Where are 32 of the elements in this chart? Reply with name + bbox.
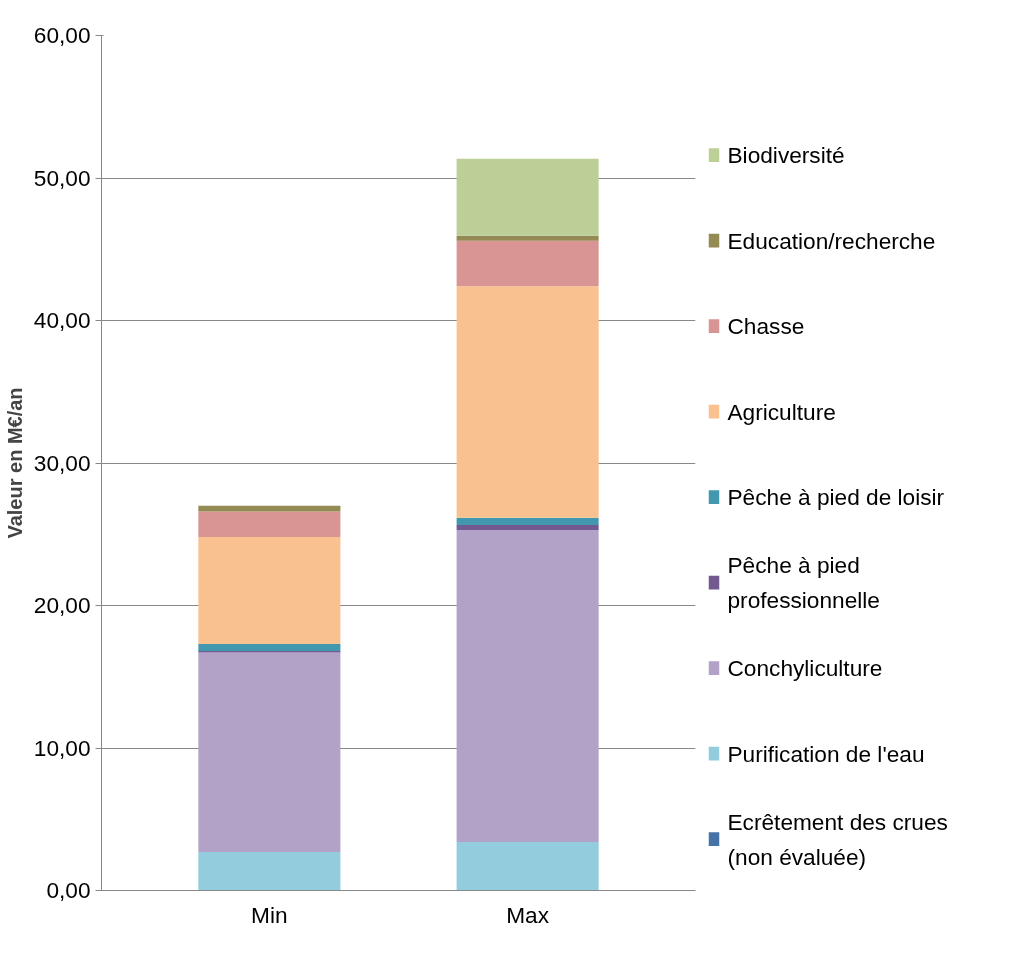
bar [198, 852, 341, 891]
y-tick-label: 0,00 [46, 877, 91, 903]
bar [198, 643, 341, 652]
legend-label: Agriculture [727, 398, 836, 425]
legend-label: Conchyliculture [727, 655, 883, 682]
bar [456, 517, 599, 525]
y-tick-label: 60,00 [33, 22, 91, 48]
x-tick-label: Min [251, 901, 288, 928]
y-tick-label: 10,00 [33, 734, 91, 761]
legend-label: Biodiversité [727, 142, 845, 169]
y-tick-label: 40,00 [33, 307, 91, 333]
bar [456, 524, 599, 530]
bar [456, 529, 599, 843]
legend-label: Purification de l'eau [727, 740, 925, 767]
legend-label: Education/recherche [727, 227, 936, 254]
bar [198, 537, 341, 644]
legend-label: Pêche à pied de loisir [727, 484, 945, 511]
y-tick-label: 30,00 [33, 449, 91, 476]
legend-label: Pêche à pied professionnelle [727, 552, 880, 614]
bar [198, 511, 341, 538]
bar [456, 158, 599, 236]
x-tick-label: Max [506, 901, 550, 928]
legend-label: Ecrêtement des crues (non évaluée) [727, 808, 948, 870]
legend-label: Chasse [727, 313, 805, 340]
y-axis-title: Valeur en M€/an [3, 387, 26, 539]
bar [456, 235, 599, 241]
bar [456, 240, 599, 287]
y-tick-label: 20,00 [33, 592, 91, 618]
y-tick-label: 50,00 [33, 164, 91, 191]
bar [198, 652, 341, 853]
bar [456, 842, 599, 891]
bar [456, 286, 599, 518]
